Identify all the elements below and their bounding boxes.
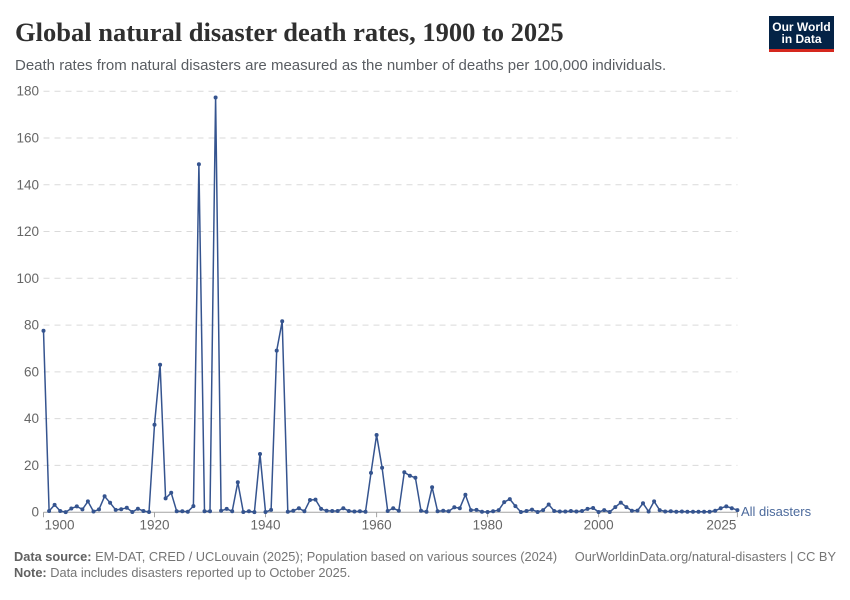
svg-text:1940: 1940 bbox=[250, 518, 280, 533]
svg-text:80: 80 bbox=[24, 318, 39, 333]
svg-text:1960: 1960 bbox=[362, 518, 392, 533]
svg-text:180: 180 bbox=[16, 84, 39, 99]
svg-text:1900: 1900 bbox=[45, 518, 75, 533]
svg-text:0: 0 bbox=[31, 505, 39, 520]
svg-text:2025: 2025 bbox=[706, 518, 736, 533]
svg-text:160: 160 bbox=[16, 131, 39, 146]
svg-text:1980: 1980 bbox=[473, 518, 503, 533]
svg-text:2000: 2000 bbox=[584, 518, 614, 533]
svg-text:20: 20 bbox=[24, 458, 39, 473]
svg-text:140: 140 bbox=[16, 177, 39, 192]
svg-text:60: 60 bbox=[24, 364, 39, 379]
svg-text:1920: 1920 bbox=[139, 518, 169, 533]
svg-text:40: 40 bbox=[24, 411, 39, 426]
svg-text:120: 120 bbox=[16, 224, 39, 239]
svg-text:All disasters: All disasters bbox=[741, 504, 812, 519]
svg-text:100: 100 bbox=[16, 271, 39, 286]
